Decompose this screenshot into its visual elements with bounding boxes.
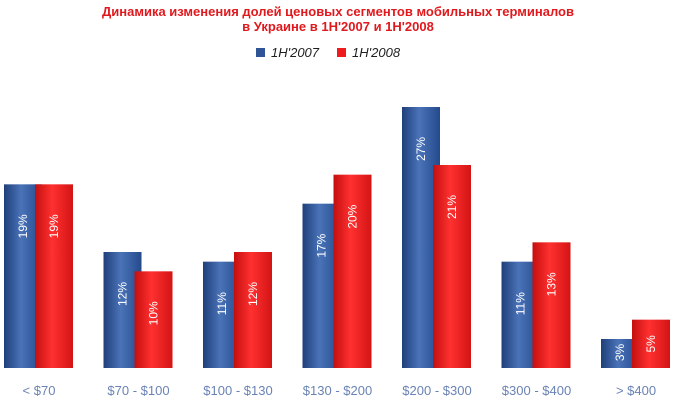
data-label-series-1-4: 27% bbox=[414, 137, 428, 161]
legend-swatch-series-2 bbox=[337, 47, 347, 57]
legend-label-series-2: 1Н'2008 bbox=[352, 44, 401, 60]
data-label-series-2-4: 21% bbox=[445, 195, 459, 219]
chart-subtitle: в Украине в 1Н'2007 и 1Н'2008 bbox=[242, 19, 434, 34]
legend-swatch-series-1 bbox=[256, 47, 265, 57]
data-label-series-2-6: 5% bbox=[644, 335, 658, 353]
bar-series-2-0 bbox=[35, 184, 73, 368]
bar-series-2-5 bbox=[532, 242, 571, 368]
data-label-series-2-0: 19% bbox=[47, 214, 61, 238]
bar-series-2-1 bbox=[134, 271, 173, 368]
data-label-series-2-5: 13% bbox=[545, 272, 559, 296]
data-label-series-1-0: 19% bbox=[16, 214, 30, 238]
data-label-series-2-1: 10% bbox=[147, 301, 161, 325]
data-label-series-2-3: 20% bbox=[346, 204, 360, 228]
data-label-series-1-6: 3% bbox=[613, 343, 627, 361]
x-tick-label-5: $300 - $400 bbox=[502, 383, 571, 398]
legend: 1Н'2007 1Н'2008 bbox=[256, 44, 418, 60]
bar-series-2-4 bbox=[433, 165, 471, 368]
x-tick-label-6: > $400 bbox=[616, 383, 656, 398]
x-tick-label-0: < $70 bbox=[23, 383, 56, 398]
legend-item-series-1: 1Н'2007 bbox=[256, 45, 319, 60]
x-tick-label-4: $200 - $300 bbox=[402, 383, 471, 398]
x-tick-label-3: $130 - $200 bbox=[303, 383, 372, 398]
data-label-series-1-1: 12% bbox=[116, 282, 130, 306]
legend-label-series-1: 1Н'2007 bbox=[271, 44, 320, 60]
bar-series-2-3 bbox=[333, 174, 372, 368]
chart-title: Динамика изменения долей ценовых сегмент… bbox=[102, 4, 574, 19]
data-label-series-1-2: 11% bbox=[215, 292, 229, 315]
data-label-series-2-2: 12% bbox=[246, 282, 260, 306]
data-label-series-1-5: 11% bbox=[514, 292, 528, 315]
x-tick-label-2: $100 - $130 bbox=[203, 383, 272, 398]
legend-item-series-2: 1Н'2008 bbox=[337, 45, 400, 60]
bar-series-2-2 bbox=[234, 252, 272, 368]
x-tick-label-1: $70 - $100 bbox=[107, 383, 169, 398]
data-label-series-1-3: 17% bbox=[315, 233, 329, 257]
bar-series-2-6 bbox=[632, 319, 670, 368]
